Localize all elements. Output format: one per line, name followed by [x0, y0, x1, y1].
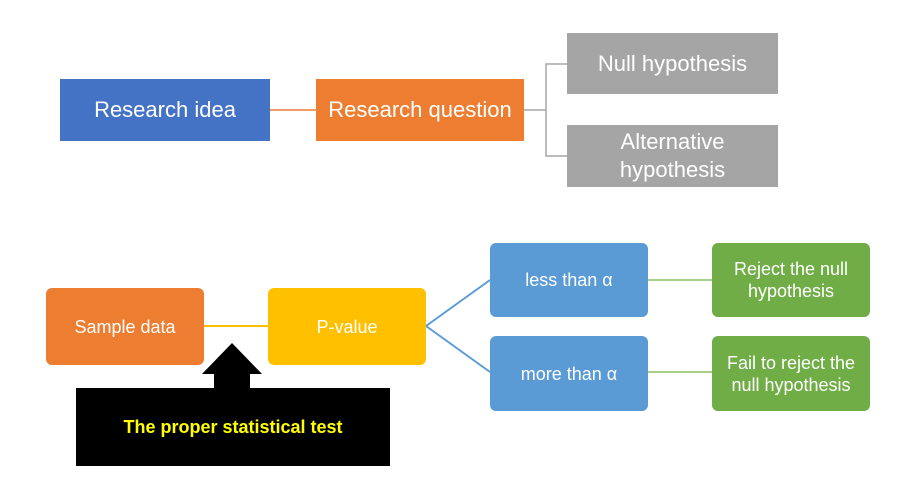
sample-data-box: Sample data	[46, 288, 204, 365]
sample-data-label: Sample data	[74, 316, 176, 337]
connector-pvalue-branches	[425, 279, 491, 373]
research-question-label: Research question	[328, 97, 512, 122]
fail-to-reject-label-line2: null hypothesis	[731, 374, 851, 395]
callout-arrow	[202, 343, 262, 388]
connector-question-hypotheses	[524, 63, 567, 157]
p-value-box: P-value	[268, 288, 426, 365]
reject-null-label-line2: hypothesis	[747, 281, 835, 301]
research-idea-label: Research idea	[94, 97, 236, 122]
less-than-alpha-box: less than α	[490, 243, 648, 317]
reject-null-box: Reject the null hypothesis	[712, 243, 870, 317]
alternative-hypothesis-label-line2: hypothesis	[619, 157, 726, 182]
more-than-alpha-label: more than α	[520, 363, 618, 384]
research-question-box: Research question	[316, 79, 524, 141]
alternative-hypothesis-label-line1: Alternative	[620, 129, 725, 154]
fail-to-reject-box: Fail to reject the null hypothesis	[712, 336, 870, 411]
alternative-hypothesis-box: Alternative hypothesis	[567, 125, 778, 187]
p-value-label: P-value	[316, 316, 378, 337]
statistical-test-label: The proper statistical test	[123, 416, 343, 437]
less-than-alpha-label: less than α	[525, 270, 613, 290]
null-hypothesis-box: Null hypothesis	[567, 33, 778, 94]
more-than-alpha-box: more than α	[490, 336, 648, 411]
fail-to-reject-label-line1: Fail to reject the	[726, 352, 856, 373]
statistical-test-callout: The proper statistical test	[76, 388, 390, 466]
research-idea-box: Research idea	[60, 79, 270, 141]
reject-null-label-line1: Reject the null	[733, 259, 849, 279]
null-hypothesis-label: Null hypothesis	[597, 50, 748, 76]
